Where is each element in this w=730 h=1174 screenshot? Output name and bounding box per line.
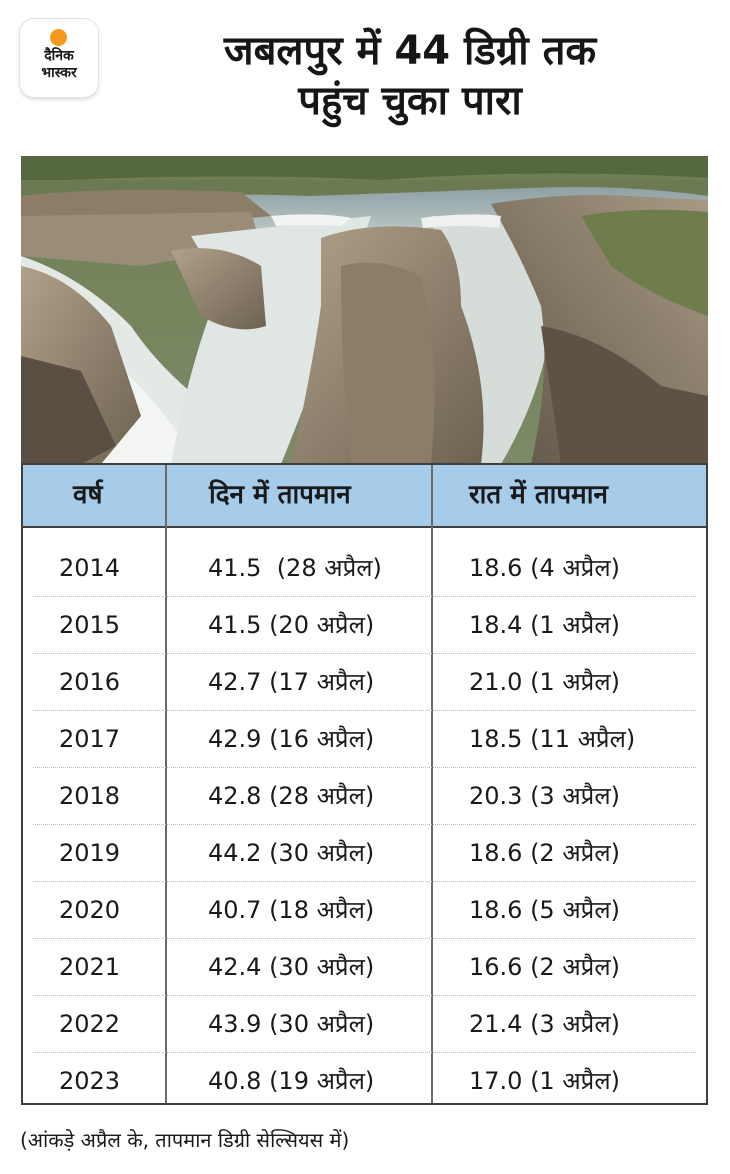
night-temp-cell: 18.5 (11 अप्रैल) (469, 725, 636, 753)
row-separator (33, 1052, 696, 1053)
day-temp-cell: 43.9 (30 अप्रैल) (208, 1010, 375, 1038)
table-row: 2016 42.7 (17 अप्रैल) 21.0 (1 अप्रैल) (23, 654, 706, 711)
logo-text-line1: दैनिक (44, 48, 74, 64)
day-temp-cell: 42.9 (16 अप्रैल) (208, 725, 375, 753)
logo-text-line2: भास्कर (41, 65, 77, 81)
day-temp-cell: 41.5 (20 अप्रैल) (208, 611, 375, 639)
night-temp-cell: 18.6 (2 अप्रैल) (469, 839, 620, 867)
dainik-bhaskar-logo: दैनिक भास्कर (20, 19, 98, 97)
header-day-temp: दिन में तापमान (209, 480, 351, 510)
headline-line2: पहुंच चुका पारा (298, 78, 522, 124)
header-night-temp: रात में तापमान (469, 480, 608, 510)
year-cell: 2014 (59, 554, 121, 582)
table-row: 2014 41.5 (28 अप्रैल) 18.6 (4 अप्रैल) (23, 540, 706, 597)
table-row: 2017 42.9 (16 अप्रैल) 18.5 (11 अप्रैल) (23, 711, 706, 768)
day-temp-cell: 44.2 (30 अप्रैल) (208, 839, 375, 867)
table-row: 2021 42.4 (30 अप्रैल) 16.6 (2 अप्रैल) (23, 939, 706, 996)
night-temp-cell: 20.3 (3 अप्रैल) (469, 782, 620, 810)
year-cell: 2022 (59, 1010, 121, 1038)
temperature-table: वर्ष दिन में तापमान रात में तापमान 2014 … (21, 463, 708, 1105)
year-cell: 2017 (59, 725, 121, 753)
row-separator (33, 995, 696, 996)
night-temp-cell: 18.6 (4 अप्रैल) (469, 554, 620, 582)
year-cell: 2018 (59, 782, 121, 810)
headline: जबलपुर में 44 डिग्री तक पहुंच चुका पारा (110, 26, 710, 126)
night-temp-cell: 18.6 (5 अप्रैल) (469, 896, 620, 924)
footnote: (आंकड़े अप्रैल के, तापमान डिग्री सेल्सिय… (20, 1128, 350, 1152)
row-separator (33, 710, 696, 711)
year-cell: 2016 (59, 668, 121, 696)
table-row: 2022 43.9 (30 अप्रैल) 21.4 (3 अप्रैल) (23, 996, 706, 1053)
day-temp-cell: 40.8 (19 अप्रैल) (208, 1067, 375, 1095)
row-separator (33, 596, 696, 597)
row-separator (33, 881, 696, 882)
night-temp-cell: 17.0 (1 अप्रैल) (469, 1067, 620, 1095)
row-separator (33, 767, 696, 768)
day-temp-cell: 42.7 (17 अप्रैल) (208, 668, 375, 696)
day-temp-cell: 41.5 (28 अप्रैल) (208, 554, 382, 582)
year-cell: 2023 (59, 1067, 121, 1095)
waterfall-photo (21, 156, 708, 464)
year-cell: 2019 (59, 839, 121, 867)
night-temp-cell: 18.4 (1 अप्रैल) (469, 611, 620, 639)
row-separator (33, 653, 696, 654)
night-temp-cell: 21.0 (1 अप्रैल) (469, 668, 620, 696)
table-row: 2020 40.7 (18 अप्रैल) 18.6 (5 अप्रैल) (23, 882, 706, 939)
sun-icon (50, 29, 67, 46)
table-row: 2023 40.8 (19 अप्रैल) 17.0 (1 अप्रैल) (23, 1053, 706, 1110)
table-header: वर्ष दिन में तापमान रात में तापमान (23, 465, 706, 528)
day-temp-cell: 40.7 (18 अप्रैल) (208, 896, 375, 924)
year-cell: 2021 (59, 953, 121, 981)
table-row: 2019 44.2 (30 अप्रैल) 18.6 (2 अप्रैल) (23, 825, 706, 882)
headline-line1: जबलपुर में 44 डिग्री तक (223, 28, 597, 74)
column-divider (431, 465, 433, 1103)
night-temp-cell: 16.6 (2 अप्रैल) (469, 953, 620, 981)
row-separator (33, 824, 696, 825)
day-temp-cell: 42.8 (28 अप्रैल) (208, 782, 375, 810)
row-separator (33, 938, 696, 939)
year-cell: 2015 (59, 611, 121, 639)
night-temp-cell: 21.4 (3 अप्रैल) (469, 1010, 620, 1038)
header-year: वर्ष (73, 480, 103, 510)
table-row: 2018 42.8 (28 अप्रैल) 20.3 (3 अप्रैल) (23, 768, 706, 825)
year-cell: 2020 (59, 896, 121, 924)
table-row: 2015 41.5 (20 अप्रैल) 18.4 (1 अप्रैल) (23, 597, 706, 654)
column-divider (165, 465, 167, 1103)
day-temp-cell: 42.4 (30 अप्रैल) (208, 953, 375, 981)
